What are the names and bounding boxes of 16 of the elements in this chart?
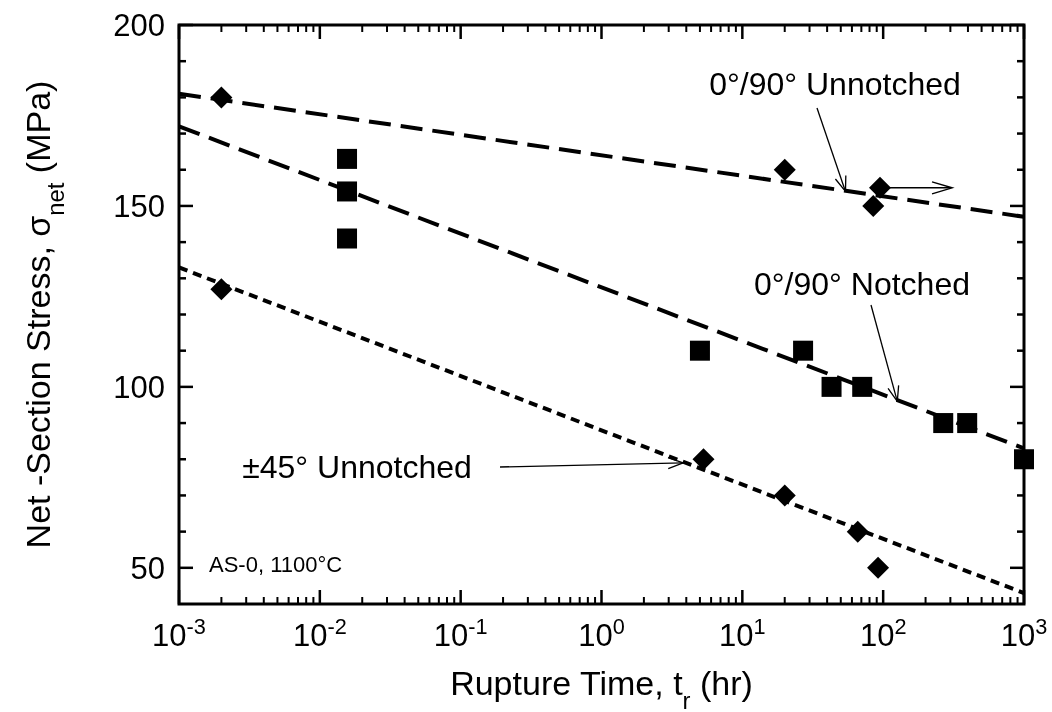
x-axis-title: Rupture Time, t$_{r}$ (hr) <box>450 664 753 712</box>
x-tick-label: 10$^{3}$ <box>1000 613 1048 653</box>
x-tick-label: 10$^{-2}$ <box>292 613 347 653</box>
annotation: AS-0, 1100°C <box>209 552 343 577</box>
y-tick-label: 150 <box>113 188 165 224</box>
x-tick-label: 10$^{1}$ <box>719 613 766 653</box>
annotation: 0°/90° Notched <box>754 266 970 302</box>
annotation: ±45° Unnotched <box>242 449 472 485</box>
y-tick-label: 200 <box>113 8 165 43</box>
x-tick-label: 10$^{-3}$ <box>152 613 206 653</box>
x-tick-label: 10$^{-1}$ <box>433 613 488 653</box>
y-tick-label: 100 <box>113 369 165 405</box>
annotation: 0°/90° Unnotched <box>709 66 961 102</box>
x-tick-label: 10$^{0}$ <box>578 613 625 653</box>
y-tick-label: 50 <box>130 550 165 586</box>
x-tick-label: 10$^{2}$ <box>859 613 907 653</box>
